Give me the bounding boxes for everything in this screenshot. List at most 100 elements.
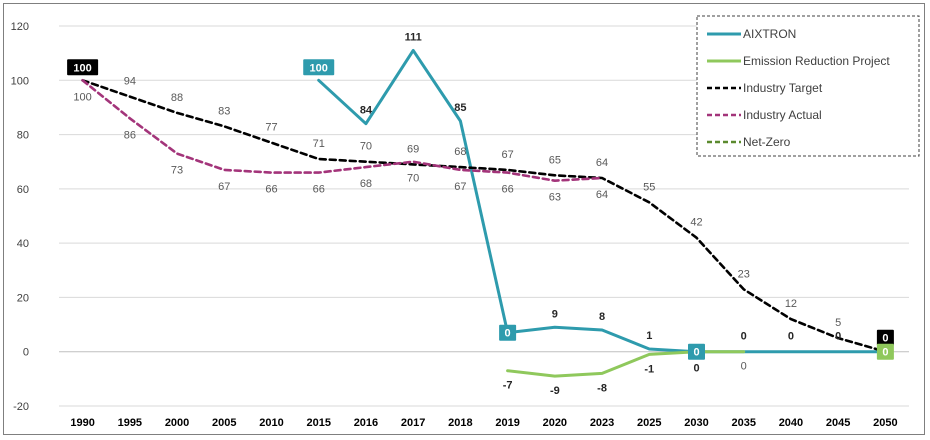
data-label: 64 <box>596 189 608 201</box>
y-tick-label: 40 <box>17 238 29 250</box>
callout-text: 0 <box>693 347 699 359</box>
data-label: 67 <box>501 149 513 161</box>
legend-item: Net-Zero <box>707 135 791 149</box>
data-label: 66 <box>501 184 513 196</box>
callout-text: 100 <box>310 62 328 74</box>
data-label: -7 <box>503 380 513 392</box>
x-tick-label: 2045 <box>826 417 850 429</box>
callout-box <box>67 59 99 76</box>
callout-text: 100 <box>73 62 91 74</box>
y-tick-label: 20 <box>17 292 29 304</box>
data-label: 70 <box>407 173 419 185</box>
data-label: 0 <box>741 331 747 343</box>
legend-label: Industry Target <box>743 81 823 95</box>
x-tick-label: 2017 <box>401 417 425 429</box>
data-label: 88 <box>171 92 183 104</box>
data-label: 66 <box>265 184 277 196</box>
data-label: 66 <box>313 184 325 196</box>
data-label: 65 <box>549 154 561 166</box>
grid-lines <box>59 25 909 407</box>
data-label: 86 <box>124 129 136 141</box>
legend: AIXTRON Emission Reduction Project Industr… <box>696 15 920 157</box>
callout-box <box>303 59 335 76</box>
series-line-industry-actual <box>81 79 604 182</box>
y-tick-label: 120 <box>11 21 29 33</box>
data-label: 1 <box>646 330 652 342</box>
y-tick-label: -20 <box>13 401 29 413</box>
data-label: 77 <box>265 122 277 134</box>
data-label: 12 <box>785 298 797 310</box>
series-line-industry-target <box>81 79 887 353</box>
chart-frame: -20 0 20 40 60 80 100 120 1990 1995 2000 2005 2010 2… <box>3 3 925 435</box>
data-label: 5 <box>835 317 841 329</box>
x-tick-label: 2010 <box>259 417 283 429</box>
x-tick-label: 2050 <box>873 417 897 429</box>
data-label: 0 <box>788 331 794 343</box>
data-label: 84 <box>360 105 373 117</box>
callout-box <box>876 329 894 346</box>
data-label: 55 <box>643 181 655 193</box>
legend-item: Emission Reduction Project <box>707 54 890 68</box>
x-tick-label: 2019 <box>495 417 519 429</box>
data-labels: 84 111 85 9 8 1 -7 -9 -8 -1 0 0 94 88 83 77 71 70 69 68 67 65… <box>73 31 841 397</box>
legend-label: Industry Actual <box>743 108 822 122</box>
x-tick-label: 2005 <box>212 417 236 429</box>
x-tick-label: 2016 <box>354 417 378 429</box>
data-label: 68 <box>454 146 466 158</box>
data-label: 64 <box>596 157 608 169</box>
data-label: 68 <box>360 178 372 190</box>
legend-item: Industry Target <box>707 81 823 95</box>
data-label: -1 <box>644 363 654 375</box>
y-tick-label: 0 <box>23 347 29 359</box>
data-label: 63 <box>549 192 561 204</box>
legend-label: Emission Reduction Project <box>743 54 890 68</box>
series-line-emission-reduction-project <box>506 350 746 378</box>
data-label: 0 <box>741 361 747 373</box>
data-label: -9 <box>550 385 560 397</box>
x-axis: 1990 1995 2000 2005 2010 2015 2016 2017 2018 2019… <box>70 417 897 429</box>
x-tick-label: 2040 <box>779 417 803 429</box>
callout-label: 0 <box>499 324 517 341</box>
x-tick-label: 2025 <box>637 417 661 429</box>
data-label: 111 <box>405 31 422 43</box>
data-label: 73 <box>171 165 183 177</box>
data-label: 9 <box>552 308 558 320</box>
x-tick-label: 2000 <box>165 417 189 429</box>
y-tick-label: 100 <box>11 75 29 87</box>
data-label: 100 <box>73 91 91 103</box>
callout-text: 0 <box>882 347 888 359</box>
callout-box <box>499 324 517 341</box>
callout-box <box>688 343 705 360</box>
callout-text: 0 <box>505 328 511 340</box>
callout-label: 0 <box>876 329 894 346</box>
x-tick-label: 1990 <box>70 417 94 429</box>
data-label: 0 <box>835 331 841 343</box>
callout-box <box>876 343 894 360</box>
data-label: 42 <box>690 217 702 229</box>
callout-label: 100 <box>303 59 335 76</box>
y-axis: -20 0 20 40 60 80 100 120 <box>11 21 29 413</box>
data-label: -8 <box>597 382 607 394</box>
callout-label: 0 <box>876 343 894 360</box>
data-label: 67 <box>454 181 466 193</box>
callout-text: 0 <box>882 333 888 345</box>
legend-label: AIXTRON <box>743 27 796 41</box>
data-label: 85 <box>454 102 466 114</box>
x-tick-label: 1995 <box>118 417 142 429</box>
x-tick-label: 2035 <box>731 417 755 429</box>
y-tick-label: 60 <box>17 184 29 196</box>
x-tick-label: 2015 <box>306 417 330 429</box>
data-label: 8 <box>599 311 605 323</box>
legend-label: Net-Zero <box>743 135 791 149</box>
data-label: 0 <box>693 363 699 375</box>
x-tick-label: 2018 <box>448 417 472 429</box>
legend-item: Industry Actual <box>707 108 822 122</box>
data-label: 70 <box>360 141 372 153</box>
y-tick-label: 80 <box>17 130 29 142</box>
legend-box <box>696 15 920 157</box>
data-label: 67 <box>218 181 230 193</box>
callout-label: 100 <box>67 59 99 76</box>
data-label: 83 <box>218 105 230 117</box>
legend-item: AIXTRON <box>707 27 796 41</box>
